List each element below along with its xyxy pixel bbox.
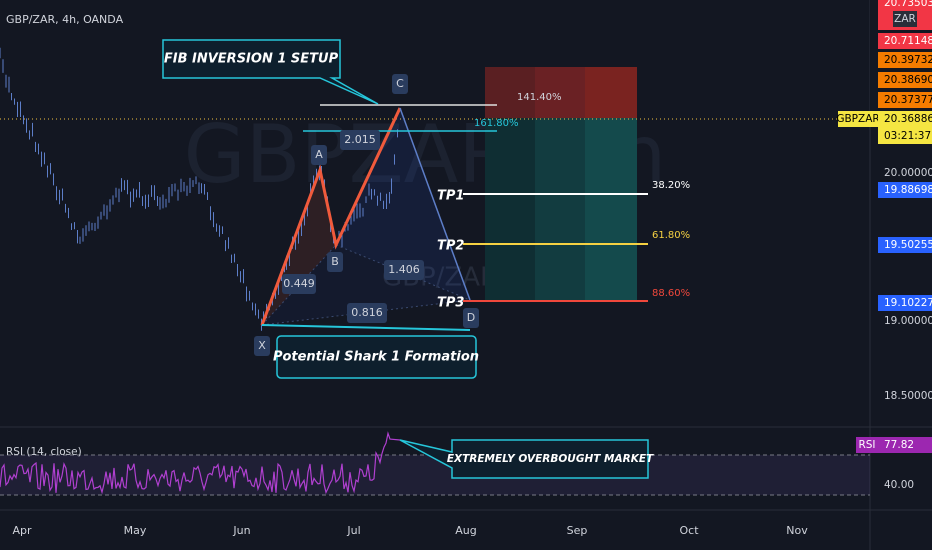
shape xyxy=(0,455,870,495)
shape xyxy=(878,237,932,253)
shape xyxy=(878,72,932,88)
group xyxy=(254,74,479,356)
shape xyxy=(399,439,649,479)
shape xyxy=(878,52,932,68)
label: GBP/ZAR, 4h, OANDA xyxy=(6,13,124,26)
shape xyxy=(262,170,336,325)
shape xyxy=(254,336,270,356)
label: TP2 xyxy=(437,239,464,254)
label: GBPZAR xyxy=(836,113,879,125)
shape xyxy=(0,431,401,495)
shape xyxy=(878,182,932,198)
label: 03:21:37 xyxy=(884,130,931,142)
label: D xyxy=(467,311,475,324)
label: 20.00000 xyxy=(884,167,932,179)
shape xyxy=(878,437,932,453)
shape xyxy=(893,11,917,27)
label: 20.39732 xyxy=(884,54,932,66)
shape xyxy=(276,335,477,379)
shape xyxy=(463,308,479,328)
label: C xyxy=(396,77,404,90)
label: 38.20% xyxy=(652,180,690,191)
label: Jun xyxy=(232,524,250,537)
label: 1.406 xyxy=(388,263,420,276)
label: 20.37377 xyxy=(884,94,932,106)
label: RSI (14, close) xyxy=(6,446,82,458)
shape xyxy=(261,244,337,326)
shape xyxy=(347,303,387,323)
label: 20.71148 xyxy=(884,35,932,47)
shape xyxy=(535,67,585,118)
label: Jul xyxy=(346,524,360,537)
shape xyxy=(856,437,878,453)
label: Potential Shark 1 Formation xyxy=(273,350,479,365)
shape xyxy=(311,145,327,165)
label: 19.50255 xyxy=(884,239,932,251)
shape xyxy=(838,111,878,127)
label: 61.80% xyxy=(652,230,690,241)
label: Oct xyxy=(679,524,699,537)
label: Nov xyxy=(786,524,808,537)
shape xyxy=(327,252,343,272)
shape xyxy=(392,74,408,94)
shape xyxy=(336,108,470,300)
shape xyxy=(262,245,470,325)
shape xyxy=(878,33,932,49)
shape xyxy=(878,295,932,311)
shape xyxy=(335,244,471,301)
label: 141.40% xyxy=(517,92,562,103)
label: 19.10227 xyxy=(884,297,932,309)
label: 19.00000 xyxy=(884,315,932,327)
label: May xyxy=(124,524,147,537)
label: RSI xyxy=(858,439,875,451)
label: X xyxy=(258,339,266,352)
shape xyxy=(878,111,932,144)
label: Sep xyxy=(567,524,588,537)
shape xyxy=(384,260,424,280)
label: 2.015 xyxy=(344,133,376,146)
group xyxy=(0,431,401,495)
label: FIB INVERSION 1 SETUP xyxy=(164,52,339,67)
label: Apr xyxy=(12,524,32,537)
label: 0.816 xyxy=(351,306,383,319)
shape xyxy=(585,67,637,118)
shape xyxy=(878,0,932,10)
shape xyxy=(260,107,402,326)
label: 20.38690 xyxy=(884,74,932,86)
label: 0.449 xyxy=(283,277,315,290)
label: 19.88698 xyxy=(884,184,932,196)
shape xyxy=(585,118,637,300)
label: B xyxy=(331,255,339,268)
label: 77.82 xyxy=(884,439,914,451)
label: 18.50000 xyxy=(884,390,932,402)
label: A xyxy=(315,148,323,161)
label: TP3 xyxy=(437,296,464,311)
label: 161.80% xyxy=(474,118,519,129)
shape xyxy=(261,324,471,331)
label: 20.73503 xyxy=(884,0,932,9)
label: EXTREMELY OVERBOUGHT MARKET xyxy=(447,453,654,465)
label: TP1 xyxy=(437,189,464,204)
label: 20.36886 xyxy=(884,113,932,125)
label: 40.00 xyxy=(884,479,914,491)
shape xyxy=(878,92,932,108)
label: 88.60% xyxy=(652,288,690,299)
shape xyxy=(340,130,380,150)
shape xyxy=(162,39,379,105)
label: Aug xyxy=(455,524,476,537)
label: ZAR xyxy=(894,13,916,25)
shape xyxy=(399,107,471,301)
shape xyxy=(282,274,316,294)
